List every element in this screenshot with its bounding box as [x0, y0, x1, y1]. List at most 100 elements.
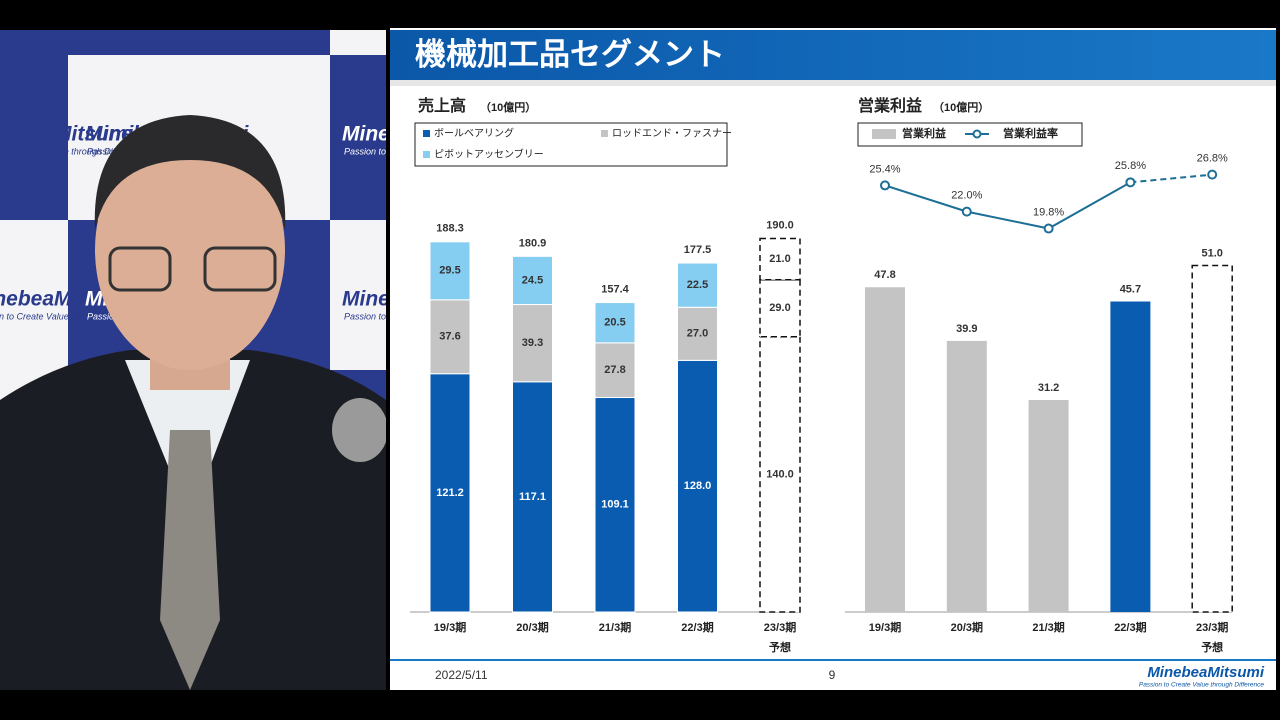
bar	[677, 359, 718, 613]
total-label: 190.0	[766, 219, 794, 231]
bar	[1110, 301, 1151, 612]
tie	[160, 430, 220, 690]
page-number: 9	[829, 668, 836, 682]
data-label: 37.6	[439, 331, 460, 343]
legend-box	[857, 122, 1083, 147]
total-label: 180.9	[519, 237, 547, 249]
legend-label: ボールベアリング	[434, 127, 514, 140]
bar	[594, 302, 636, 344]
legend-swatch	[601, 130, 608, 137]
backdrop-panel	[330, 55, 386, 220]
chart-unit: （10億円）	[480, 100, 536, 114]
legend-label: ロッドエンド・ファスナー	[612, 128, 732, 140]
line-marker	[880, 180, 890, 191]
data-label: 51.0	[1201, 247, 1222, 259]
line-marker	[961, 206, 972, 217]
legend-swatch	[872, 129, 896, 139]
x-tick-note: 予想	[769, 640, 791, 654]
bar	[677, 306, 718, 361]
data-label: 29.5	[439, 265, 460, 277]
bar	[512, 304, 553, 383]
logo-tagline: Passion to Create Value through Differen…	[1139, 682, 1265, 689]
x-tick-label: 23/3期	[764, 620, 796, 634]
x-tick-label: 23/3期	[1196, 620, 1228, 634]
legend-swatch	[423, 151, 430, 158]
data-label: 39.3	[522, 337, 543, 349]
title-rule	[390, 80, 1276, 86]
bar	[512, 381, 553, 613]
chart-unit: （10億円）	[933, 100, 989, 114]
data-label: 45.7	[1120, 283, 1141, 295]
backdrop-tagline: Passion to Create Value through Differen…	[344, 311, 517, 321]
data-label: 29.0	[769, 302, 790, 314]
chart-title: 営業利益	[858, 96, 922, 115]
data-label: 24.5	[522, 274, 543, 286]
data-label: 27.8	[604, 364, 625, 376]
microphone	[332, 398, 386, 462]
total-label: 177.5	[684, 244, 712, 256]
backdrop-tagline: Passion to Create Value through Differen…	[0, 146, 145, 156]
total-label: 188.3	[436, 223, 464, 235]
legend-box	[414, 122, 728, 167]
legend-label: 営業利益率	[1003, 126, 1058, 140]
data-label: 26.8%	[1197, 153, 1228, 165]
line	[884, 181, 1131, 230]
x-tick-label: 20/3期	[951, 620, 983, 634]
line-marker	[1207, 169, 1218, 180]
backdrop-panel	[0, 30, 68, 220]
bar	[759, 336, 801, 613]
bar	[1028, 400, 1069, 612]
face	[95, 130, 285, 370]
data-label: 140.0	[766, 468, 794, 480]
glasses	[108, 246, 172, 292]
x-tick-label: 22/3期	[1114, 620, 1146, 634]
data-label: 109.1	[601, 499, 629, 511]
data-label: 47.8	[874, 269, 895, 281]
bar	[429, 299, 471, 375]
data-label: 27.0	[687, 328, 708, 340]
data-label: 39.9	[956, 323, 977, 335]
data-label: 22.5	[687, 279, 708, 291]
line	[1130, 173, 1213, 184]
data-label: 25.8%	[1115, 160, 1146, 172]
backdrop-logo: MinebeaMitsumi	[342, 123, 507, 146]
bar	[865, 287, 905, 612]
data-label: 128.0	[684, 480, 712, 492]
data-label: 19.8%	[1033, 206, 1064, 218]
data-label: 117.1	[519, 491, 546, 503]
data-label: 25.4%	[869, 163, 900, 175]
legend-swatch	[423, 130, 430, 137]
chart-title: 売上高	[418, 96, 466, 115]
backdrop-tagline: Passion to Create Value through Differen…	[0, 311, 145, 321]
slide-title: 機械加工品セグメント	[415, 37, 725, 72]
backdrop-logo: MinebeaMitsumi	[0, 123, 135, 146]
x-tick-label: 19/3期	[869, 620, 901, 634]
bar	[759, 279, 801, 338]
bar	[429, 241, 471, 301]
legend-marker	[972, 129, 982, 139]
data-label: 22.0%	[951, 190, 982, 202]
line-marker	[1043, 223, 1054, 234]
title-bar	[390, 30, 1276, 80]
bar	[946, 340, 987, 612]
hair	[94, 115, 286, 230]
legend-label: ピボットアッセンブリー	[434, 148, 544, 161]
backdrop-panel	[68, 30, 330, 55]
bar	[512, 255, 553, 306]
x-tick-label: 21/3期	[599, 620, 631, 634]
bar	[594, 397, 636, 613]
data-label: 121.2	[436, 487, 464, 499]
x-tick-label: 22/3期	[681, 620, 713, 634]
date: 2022/5/11	[435, 668, 488, 682]
line-marker	[1125, 177, 1136, 188]
x-tick-label: 19/3期	[434, 620, 466, 634]
bar	[677, 262, 718, 308]
total-label: 157.4	[601, 283, 629, 295]
data-label: 31.2	[1038, 382, 1059, 394]
bar	[1191, 264, 1233, 613]
data-label: 20.5	[604, 317, 625, 329]
glasses	[203, 246, 277, 292]
backdrop-tagline: Passion to Create Value through Differen…	[344, 146, 517, 156]
x-tick-label: 21/3期	[1032, 620, 1064, 634]
